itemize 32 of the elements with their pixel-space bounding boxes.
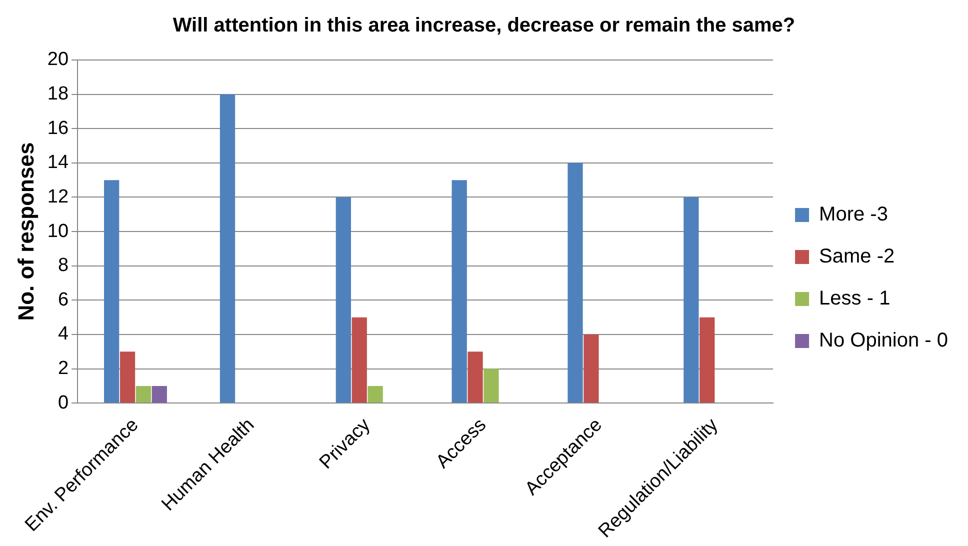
y-tick-label: 20 (47, 49, 69, 70)
bar (152, 386, 167, 403)
bar (136, 386, 152, 403)
y-tick-label: 6 (58, 289, 69, 310)
chart-title: Will attention in this area increase, decrease or remain the same? (172, 14, 796, 37)
bar (120, 352, 136, 403)
bar (568, 162, 583, 403)
legend-label: More -3 (819, 204, 888, 226)
legend-label: No Opinion - 0 (819, 330, 948, 352)
y-tick-label: 0 (58, 392, 69, 414)
bar (352, 317, 367, 403)
y-tick-label: 4 (58, 324, 69, 345)
bar (684, 197, 699, 403)
y-tick-label: 2 (58, 358, 69, 380)
bar (484, 368, 499, 403)
bar (368, 386, 383, 403)
bar (468, 352, 483, 403)
bar (220, 94, 236, 403)
y-tick-label: 8 (58, 255, 69, 276)
bar (700, 317, 715, 403)
legend-label: Less - 1 (819, 288, 890, 310)
bar (336, 197, 351, 403)
bar (104, 180, 120, 403)
y-axis-title: No. of responses (13, 142, 38, 321)
y-tick-label: 16 (47, 118, 69, 139)
bar (584, 334, 599, 403)
legend-label: Same -2 (819, 246, 895, 268)
y-tick-label: 10 (47, 220, 69, 242)
y-tick-label: 18 (47, 84, 69, 105)
bar (452, 180, 467, 403)
y-tick-label: 12 (47, 186, 69, 208)
y-tick-label: 14 (47, 152, 69, 174)
